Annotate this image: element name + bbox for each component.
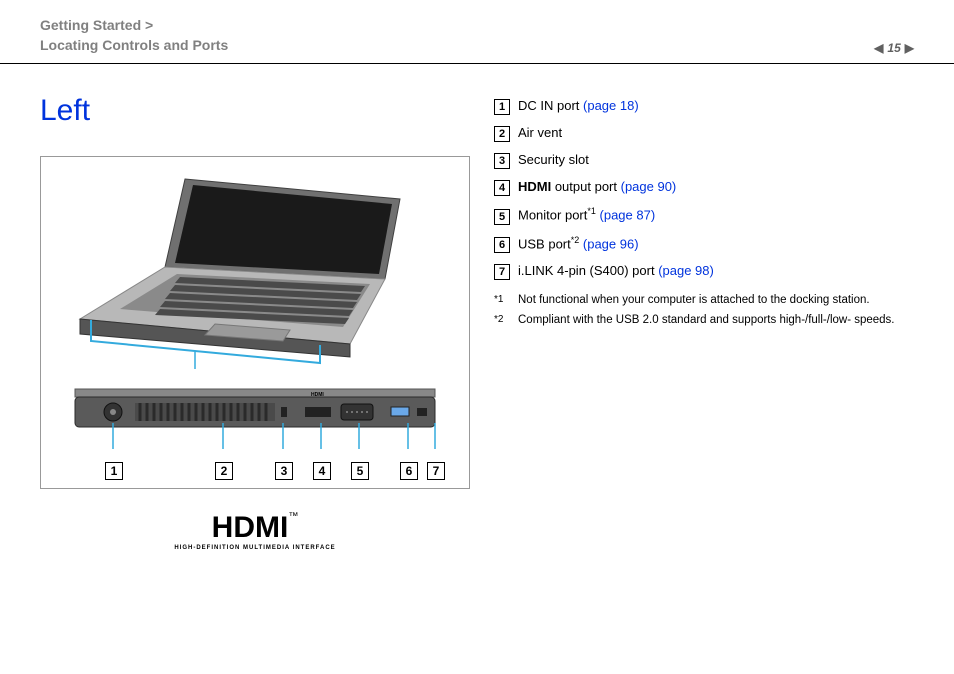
callout-1: 1 xyxy=(105,462,123,480)
item-number: 5 xyxy=(494,209,510,225)
page-title: Left xyxy=(40,94,470,128)
breadcrumb-line2: Locating Controls and Ports xyxy=(40,36,228,56)
item-number: 2 xyxy=(494,126,510,142)
item-text: Monitor port*1 (page 87) xyxy=(518,206,655,222)
page-link[interactable]: (page 90) xyxy=(621,179,677,194)
port-list: 1 DC IN port (page 18) 2 Air vent 3 Secu… xyxy=(494,98,914,280)
callout-2: 2 xyxy=(215,462,233,480)
list-item: 6 USB port*2 (page 96) xyxy=(494,235,914,253)
item-text: HDMI output port (page 90) xyxy=(518,179,676,194)
list-item: 4 HDMI output port (page 90) xyxy=(494,179,914,196)
item-number: 7 xyxy=(494,264,510,280)
callout-4: 4 xyxy=(313,462,331,480)
list-item: 7 i.LINK 4-pin (S400) port (page 98) xyxy=(494,263,914,280)
hdmi-subtitle: HIGH-DEFINITION MULTIMEDIA INTERFACE xyxy=(40,545,470,551)
page-link[interactable]: (page 96) xyxy=(583,236,639,251)
item-text: i.LINK 4-pin (S400) port (page 98) xyxy=(518,263,714,278)
list-item: 3 Security slot xyxy=(494,152,914,169)
footnote-text: Compliant with the USB 2.0 standard and … xyxy=(518,314,895,326)
footnote: *2 Compliant with the USB 2.0 standard a… xyxy=(494,314,914,326)
footnote: *1 Not functional when your computer is … xyxy=(494,294,914,306)
breadcrumb-line1: Getting Started > xyxy=(40,16,228,36)
page-link[interactable]: (page 87) xyxy=(600,208,656,223)
item-text: Security slot xyxy=(518,152,589,167)
hdmi-logo: HDMI™ HIGH-DEFINITION MULTIMEDIA INTERFA… xyxy=(40,511,470,551)
callout-6: 6 xyxy=(400,462,418,480)
next-page-icon[interactable]: ▶ xyxy=(905,41,914,55)
svg-text:HDMI: HDMI xyxy=(311,392,324,398)
footnote-mark: *1 xyxy=(494,294,518,306)
footnote-mark: *2 xyxy=(494,314,518,326)
hdmi-wordmark: HDMI xyxy=(212,511,289,544)
list-item: 5 Monitor port*1 (page 87) xyxy=(494,206,914,224)
list-item: 1 DC IN port (page 18) xyxy=(494,98,914,115)
callout-5: 5 xyxy=(351,462,369,480)
item-number: 4 xyxy=(494,180,510,196)
item-text: Air vent xyxy=(518,125,562,140)
item-number: 6 xyxy=(494,237,510,253)
item-number: 1 xyxy=(494,99,510,115)
callout-3: 3 xyxy=(275,462,293,480)
item-text: DC IN port (page 18) xyxy=(518,98,639,113)
left-column: Left xyxy=(40,94,470,551)
right-column: 1 DC IN port (page 18) 2 Air vent 3 Secu… xyxy=(494,94,914,551)
item-text: USB port*2 (page 96) xyxy=(518,235,639,251)
item-number: 3 xyxy=(494,153,510,169)
page-number: 15 xyxy=(887,41,900,55)
content: Left xyxy=(0,64,954,551)
callout-row: 1 2 3 4 5 6 7 xyxy=(65,462,445,482)
figure-box: HDMI xyxy=(40,156,470,489)
callout-7: 7 xyxy=(427,462,445,480)
laptop-illustration xyxy=(65,169,445,369)
page-link[interactable]: (page 98) xyxy=(658,263,714,278)
side-view: HDMI xyxy=(65,387,445,482)
hdmi-tm: ™ xyxy=(288,511,298,522)
prev-page-icon[interactable]: ◀ xyxy=(874,41,883,55)
page-link[interactable]: (page 18) xyxy=(583,98,639,113)
breadcrumb: Getting Started > Locating Controls and … xyxy=(40,16,228,55)
page-header: Getting Started > Locating Controls and … xyxy=(0,0,954,64)
footnotes: *1 Not functional when your computer is … xyxy=(494,294,914,326)
footnote-text: Not functional when your computer is att… xyxy=(518,294,870,306)
page-nav: ◀ 15 ▶ xyxy=(874,41,914,55)
list-item: 2 Air vent xyxy=(494,125,914,142)
